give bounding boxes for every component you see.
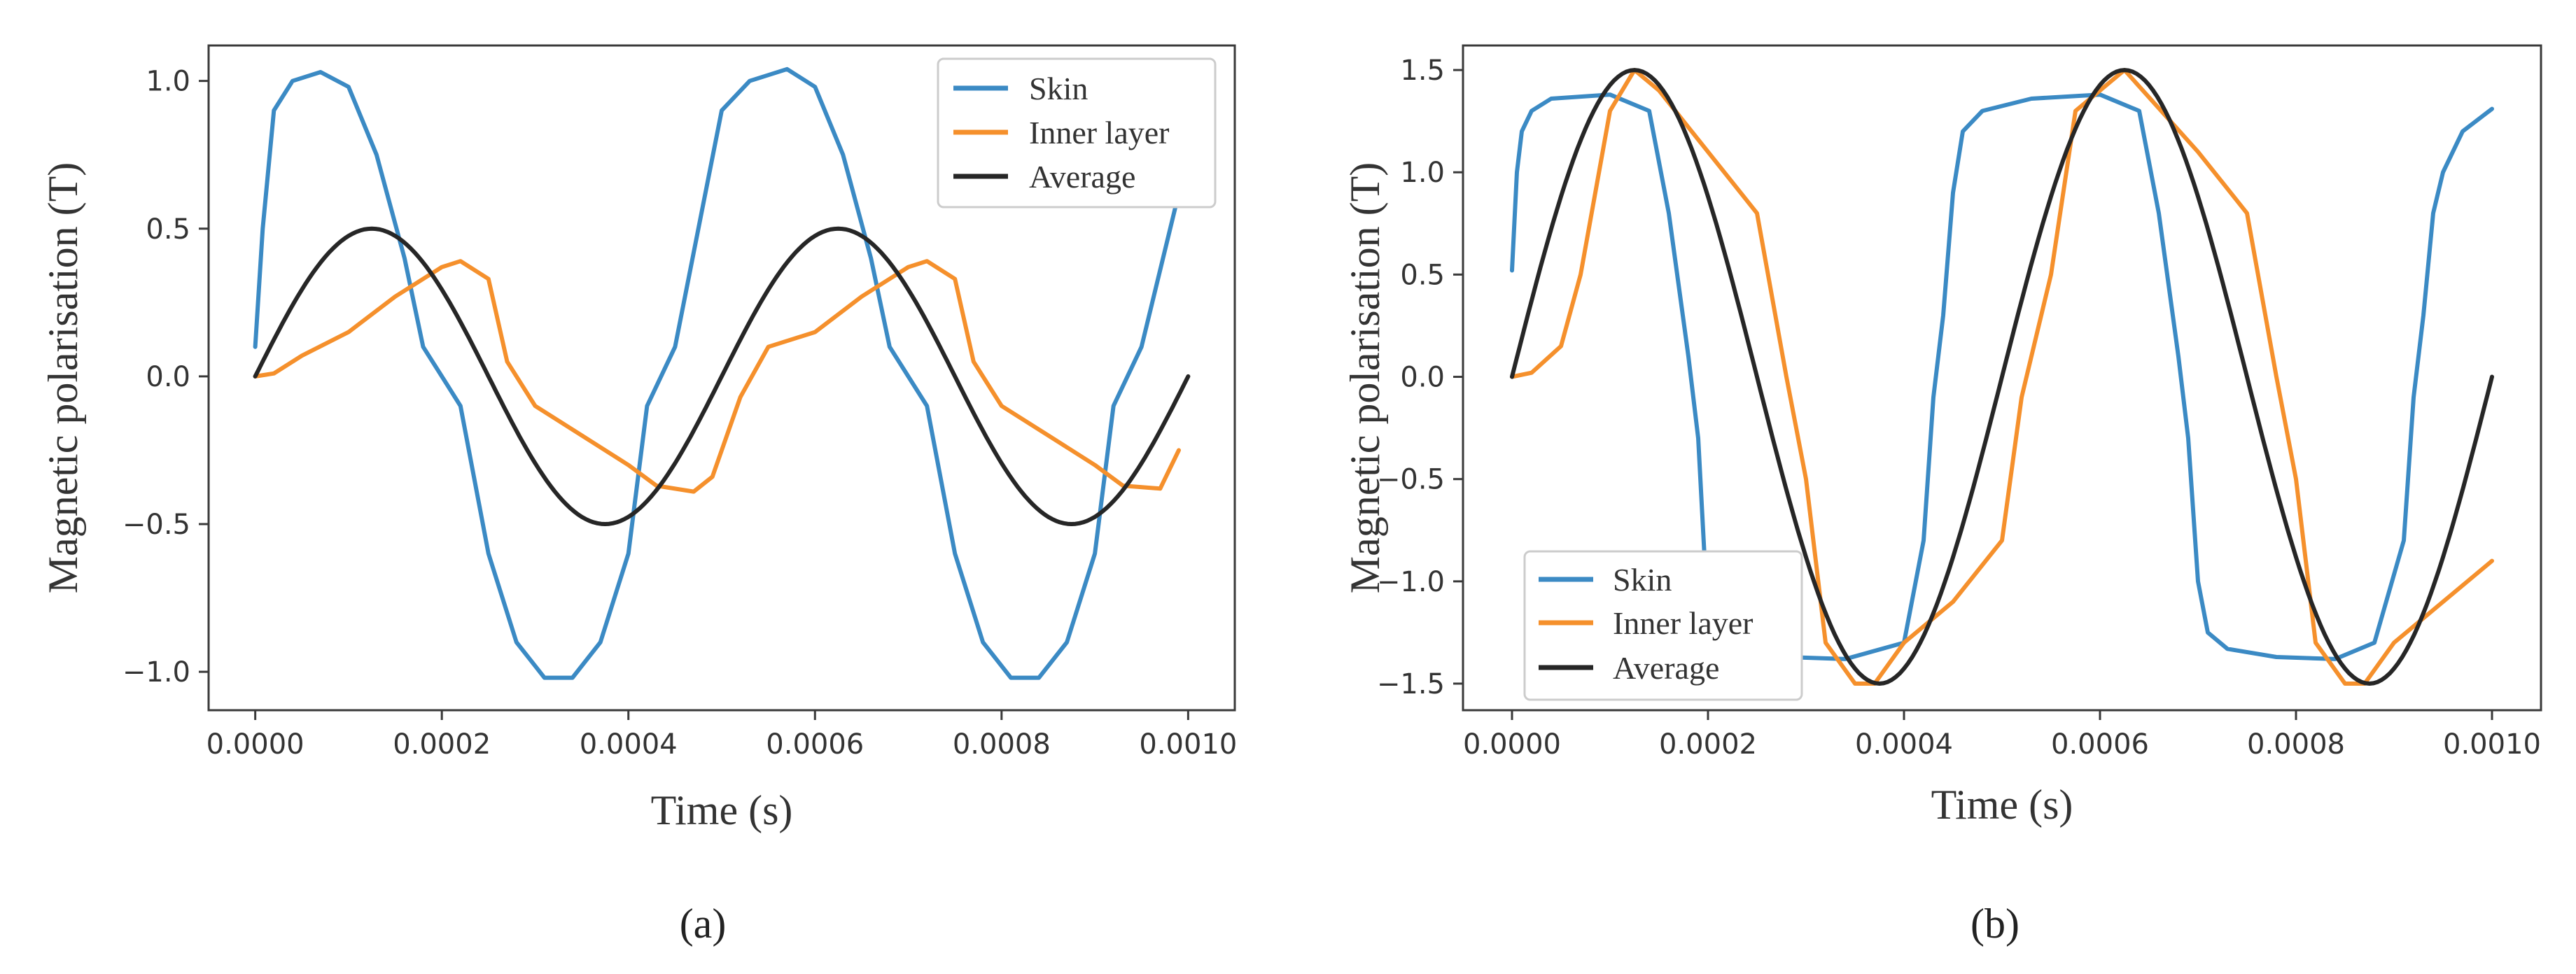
x-tick-label: 0.0006 [2051, 728, 2149, 761]
legend-label-skin: Skin [1613, 562, 1672, 598]
x-tick-label: 0.0008 [2247, 728, 2345, 761]
x-tick-label: 0.0010 [2443, 728, 2541, 761]
legend: Skin Inner layer Average [937, 57, 1217, 209]
x-tick-label: 0.0004 [1855, 728, 1953, 761]
panel-caption: (b) [1970, 901, 2019, 947]
y-tick-label: 0.0 [146, 361, 190, 393]
y-tick-label: 0.0 [1400, 362, 1445, 394]
y-tick-label: −1.5 [1377, 668, 1445, 700]
x-tick-label: 0.0002 [393, 728, 491, 761]
x-axis-label: Time (s) [1931, 782, 2073, 828]
x-tick-label: 0.0000 [206, 728, 304, 761]
axis-ticks: 0.0000 0.0002 0.0004 0.0006 0.0008 0.0010 −1.5… [1377, 55, 2541, 761]
y-tick-label: 1.0 [146, 66, 190, 98]
series-group [253, 66, 1191, 680]
series-group [1510, 68, 2494, 686]
series-line-skin [253, 66, 1181, 680]
legend-label-inner-layer: Inner layer [1029, 115, 1170, 150]
y-axis-label: Magnetic polarisation (T) [40, 162, 86, 593]
series-line-skin [1510, 92, 2494, 661]
x-tick-label: 0.0004 [580, 728, 678, 761]
y-tick-label: −0.5 [1377, 464, 1445, 496]
x-tick-label: 0.0002 [1659, 728, 1757, 761]
panel-a: 0.0000 0.0002 0.0004 0.0006 0.0008 0.0010 −1.0… [40, 44, 1237, 947]
series-line-average [253, 226, 1191, 526]
legend: Skin Inner layer Average [1523, 550, 1803, 701]
axis-ticks: 0.0000 0.0002 0.0004 0.0006 0.0008 0.0010 −1.0… [122, 66, 1237, 761]
y-axis-label: Magnetic polarisation (T) [1342, 162, 1388, 593]
y-tick-label: 1.0 [1400, 157, 1445, 189]
legend-box [937, 57, 1217, 209]
series-line-inner-layer [253, 259, 1181, 494]
panel-caption: (a) [680, 901, 727, 947]
y-tick-label: −1.0 [1377, 566, 1445, 598]
y-tick-label: 1.5 [1400, 55, 1445, 87]
legend-label-average: Average [1029, 159, 1135, 195]
legend-label-average: Average [1613, 650, 1719, 686]
legend-label-inner-layer: Inner layer [1613, 605, 1754, 641]
y-tick-label: −1.0 [122, 656, 190, 689]
series-line-average [1510, 68, 2494, 686]
x-tick-label: 0.0010 [1139, 728, 1237, 761]
plot-frame [207, 44, 1236, 712]
legend-box [1523, 550, 1803, 701]
y-tick-label: 0.5 [146, 213, 190, 246]
x-axis-label: Time (s) [651, 787, 793, 833]
panel-b: 0.0000 0.0002 0.0004 0.0006 0.0008 0.0010 −1.5… [1342, 44, 2542, 947]
y-tick-label: −0.5 [122, 509, 190, 541]
x-tick-label: 0.0006 [766, 728, 864, 761]
x-tick-label: 0.0008 [953, 728, 1051, 761]
y-tick-label: 0.5 [1400, 259, 1445, 291]
legend-label-skin: Skin [1029, 71, 1088, 106]
x-tick-label: 0.0000 [1463, 728, 1561, 761]
